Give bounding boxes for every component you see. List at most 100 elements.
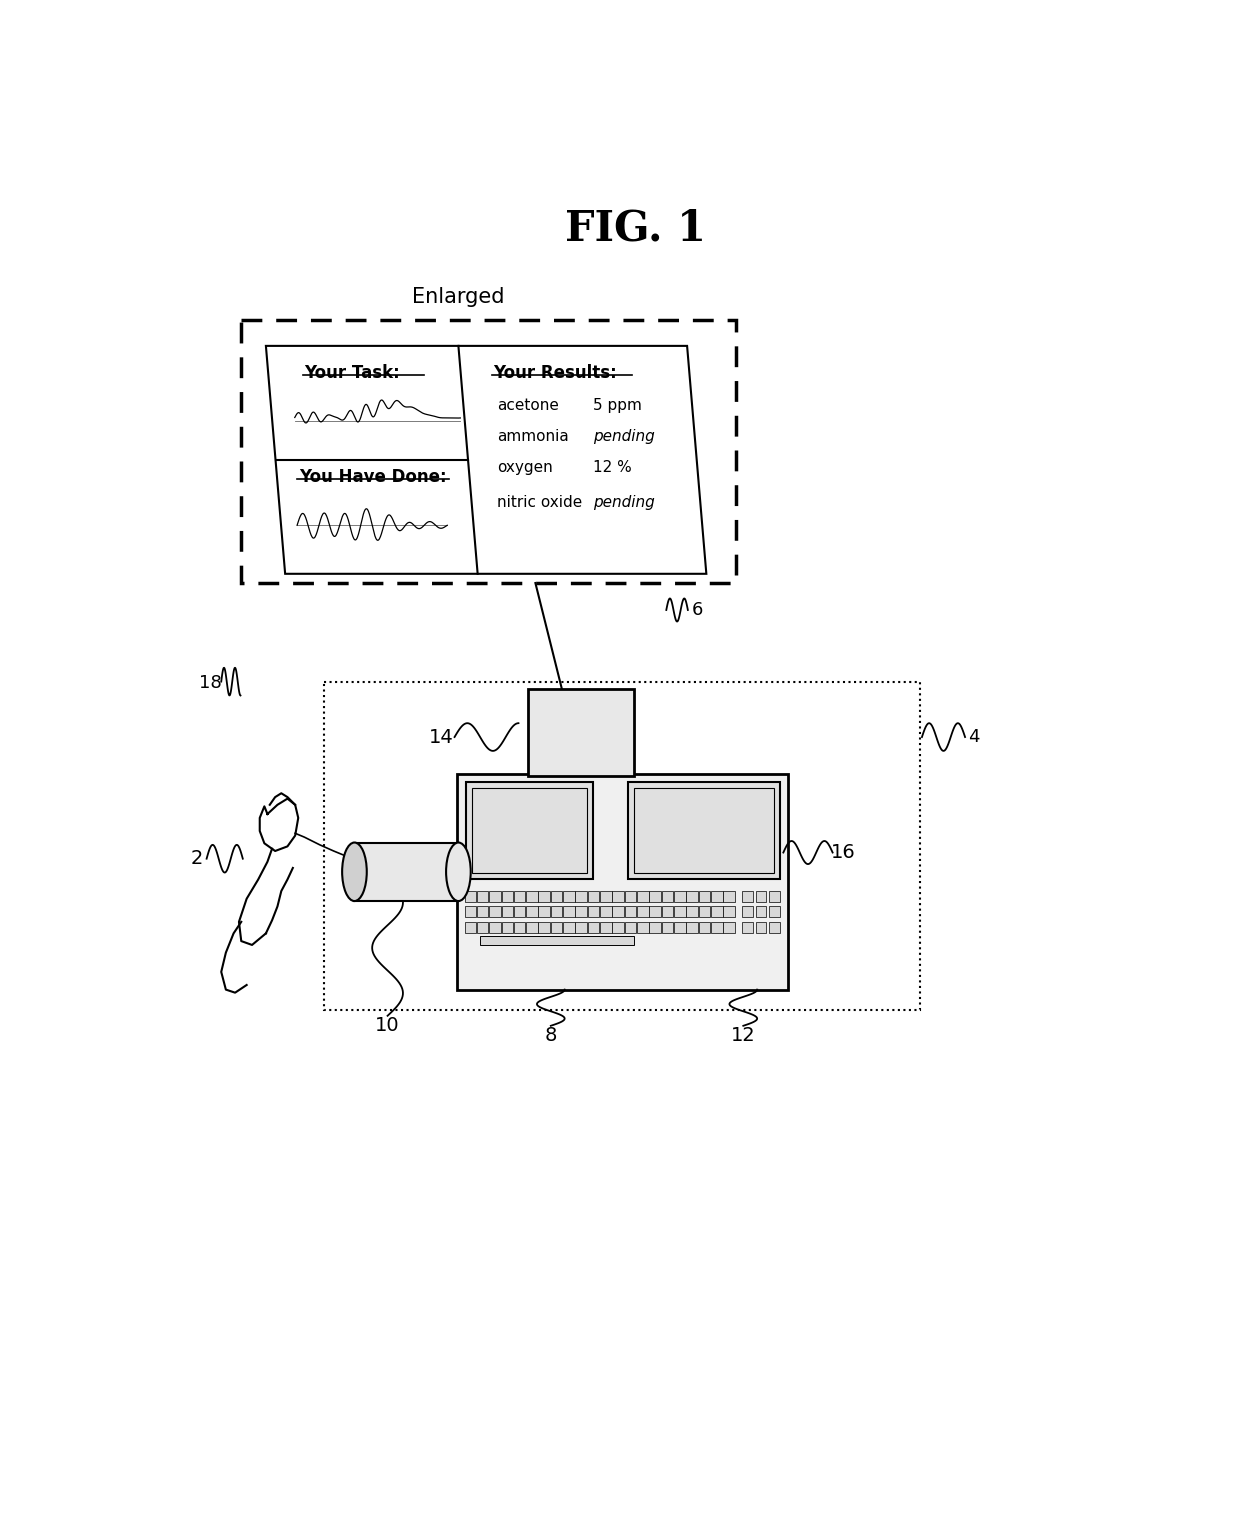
Polygon shape [526,907,538,918]
Polygon shape [711,922,723,933]
Polygon shape [490,922,501,933]
Text: 14: 14 [429,728,454,746]
Text: 16: 16 [831,843,856,861]
Polygon shape [675,907,686,918]
Text: 18: 18 [200,674,222,693]
Polygon shape [538,890,551,903]
Polygon shape [686,907,698,918]
Polygon shape [513,890,526,903]
Polygon shape [563,922,574,933]
Polygon shape [465,922,476,933]
Polygon shape [465,890,476,903]
Polygon shape [575,922,587,933]
Text: 5 ppm: 5 ppm [593,399,642,414]
Text: 2: 2 [191,849,203,868]
Polygon shape [770,922,780,933]
Polygon shape [588,922,599,933]
Text: ammonia: ammonia [497,429,569,444]
Text: 12 %: 12 % [593,460,632,475]
Polygon shape [686,890,698,903]
Ellipse shape [342,843,367,901]
Polygon shape [490,890,501,903]
Text: Your Results:: Your Results: [494,364,616,382]
Polygon shape [477,890,489,903]
Polygon shape [675,922,686,933]
Polygon shape [698,907,711,918]
Polygon shape [551,922,563,933]
Polygon shape [588,890,599,903]
Polygon shape [501,890,513,903]
Polygon shape [650,907,661,918]
Text: FIG. 1: FIG. 1 [565,209,706,250]
Polygon shape [698,922,711,933]
Text: You Have Done:: You Have Done: [299,467,446,486]
Polygon shape [563,907,574,918]
Polygon shape [625,890,636,903]
Polygon shape [742,907,753,918]
Polygon shape [662,907,673,918]
Polygon shape [480,936,634,945]
Text: 6: 6 [692,601,703,619]
Polygon shape [501,922,513,933]
Polygon shape [723,890,735,903]
Polygon shape [513,907,526,918]
Polygon shape [355,843,459,901]
Polygon shape [755,907,766,918]
Text: acetone: acetone [497,399,559,414]
Polygon shape [625,922,636,933]
Polygon shape [770,890,780,903]
Text: 10: 10 [376,1017,399,1035]
Polygon shape [723,922,735,933]
Polygon shape [637,907,649,918]
Polygon shape [538,922,551,933]
Polygon shape [755,922,766,933]
Text: oxygen: oxygen [497,460,553,475]
Polygon shape [528,689,634,776]
Polygon shape [650,922,661,933]
Polygon shape [265,345,707,574]
Text: 8: 8 [544,1026,557,1046]
Polygon shape [526,922,538,933]
Text: 4: 4 [968,728,980,746]
Text: Enlarged: Enlarged [412,286,505,306]
Ellipse shape [446,843,471,901]
Polygon shape [600,922,611,933]
Polygon shape [526,890,538,903]
Polygon shape [551,890,563,903]
Polygon shape [662,922,673,933]
Polygon shape [650,890,661,903]
Polygon shape [501,907,513,918]
Polygon shape [723,907,735,918]
Polygon shape [770,907,780,918]
Text: 12: 12 [730,1026,755,1046]
Polygon shape [686,922,698,933]
Polygon shape [490,907,501,918]
Polygon shape [711,907,723,918]
Polygon shape [698,890,711,903]
Polygon shape [538,907,551,918]
Text: pending: pending [593,429,655,444]
Polygon shape [466,782,593,880]
Text: pending: pending [593,495,655,510]
Polygon shape [613,890,624,903]
Polygon shape [662,890,673,903]
Polygon shape [465,907,476,918]
Text: nitric oxide: nitric oxide [497,495,582,510]
Polygon shape [675,890,686,903]
Polygon shape [563,890,574,903]
Polygon shape [755,890,766,903]
Polygon shape [600,907,611,918]
Polygon shape [575,907,587,918]
Polygon shape [456,775,787,989]
Polygon shape [625,907,636,918]
Polygon shape [588,907,599,918]
Polygon shape [600,890,611,903]
Polygon shape [477,907,489,918]
Polygon shape [637,922,649,933]
Polygon shape [613,907,624,918]
Polygon shape [627,782,780,880]
Polygon shape [742,922,753,933]
Polygon shape [742,890,753,903]
Polygon shape [711,890,723,903]
Polygon shape [513,922,526,933]
